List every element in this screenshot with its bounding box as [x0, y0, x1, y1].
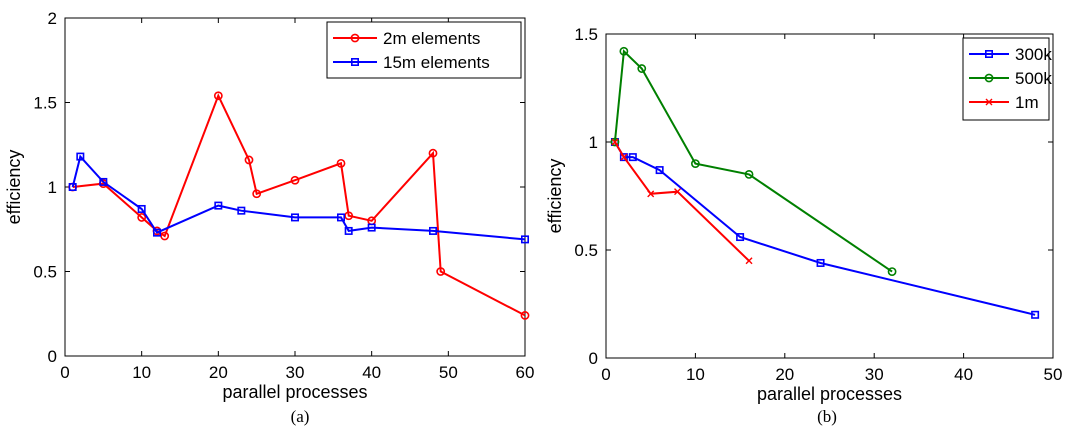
data-point	[620, 153, 628, 161]
legend-marker	[984, 73, 994, 83]
y-tick-label: 1.5	[574, 25, 598, 44]
data-point	[520, 235, 529, 244]
y-tick-label: 0.5	[33, 263, 57, 282]
data-point	[887, 267, 897, 276]
data-point	[137, 213, 147, 222]
data-point	[816, 258, 825, 267]
data-point	[344, 211, 354, 221]
data-point	[213, 91, 223, 101]
x-tick-label: 30	[865, 365, 884, 384]
legend-marker	[350, 57, 359, 66]
x-tick-label: 0	[60, 363, 69, 382]
data-point	[674, 188, 682, 196]
legend-label: 300k	[1015, 45, 1052, 64]
data-point	[1031, 310, 1040, 319]
data-point	[619, 153, 628, 162]
data-point	[336, 213, 345, 222]
chart-a: 0 10 20 30 40 50 60 0 0.5 1 1.5 2 parallel processes…	[4, 9, 534, 426]
data-point	[68, 183, 77, 192]
data-point	[290, 213, 299, 222]
legend-marker	[984, 49, 993, 58]
data-point	[619, 46, 629, 56]
x-tick-label: 10	[132, 363, 151, 382]
series-line-500k	[613, 49, 893, 273]
x-tick-label: 40	[362, 363, 381, 382]
y-axis-label: efficiency	[545, 159, 565, 234]
y-tick-label: 1	[589, 133, 598, 152]
x-tick-label: 50	[439, 363, 458, 382]
data-point	[76, 152, 85, 161]
data-point	[628, 153, 637, 162]
legend-label: 500k	[1015, 69, 1052, 88]
data-point	[428, 148, 438, 158]
y-tick-label: 1.5	[33, 94, 57, 113]
series-line-15m-elements	[71, 154, 526, 241]
data-point	[610, 137, 620, 147]
x-tick-label: 20	[775, 365, 794, 384]
x-tick-label: 20	[209, 363, 228, 382]
data-point	[336, 158, 346, 168]
data-point	[428, 226, 437, 235]
legend-label: 2m elements	[383, 29, 480, 48]
x-tick-label: 0	[601, 365, 610, 384]
data-point	[344, 226, 353, 235]
data-point	[237, 206, 246, 215]
data-point	[647, 190, 655, 198]
x-tick-label: 50	[1044, 365, 1063, 384]
data-point	[214, 201, 223, 210]
legend-marker	[350, 33, 360, 43]
legend-label: 1m	[1015, 93, 1039, 112]
x-tick-label: 40	[954, 365, 973, 384]
data-point	[611, 138, 619, 146]
data-point	[252, 189, 262, 199]
data-point	[244, 155, 254, 165]
x-axis-label: parallel processes	[222, 382, 367, 402]
data-point	[637, 64, 647, 73]
legend-box	[326, 21, 522, 79]
y-axis-label: efficiency	[4, 150, 24, 225]
chart-b: 0 10 20 30 40 50 0 0.5 1 1.5 parallel processes eff…	[545, 25, 1062, 426]
y-tick-label: 0.5	[574, 241, 598, 260]
figure-caption: (a)	[291, 407, 310, 426]
series-line-2m-elements	[72, 93, 526, 317]
y-tick-label: 1	[48, 178, 57, 197]
data-point	[367, 223, 376, 232]
data-point	[655, 166, 664, 175]
data-point	[744, 169, 754, 179]
data-point	[290, 175, 300, 185]
x-tick-label: 30	[286, 363, 305, 382]
data-point	[736, 233, 745, 242]
data-point	[137, 204, 146, 213]
data-point	[153, 228, 162, 237]
x-tick-label: 10	[686, 365, 705, 384]
data-point	[436, 267, 446, 276]
data-point	[160, 231, 170, 241]
data-point	[745, 257, 753, 265]
x-tick-label: 60	[516, 363, 535, 382]
x-axis-label: parallel processes	[757, 384, 902, 404]
figure-caption: (b)	[817, 407, 837, 426]
data-point	[520, 311, 530, 320]
y-tick-label: 0	[589, 349, 598, 368]
data-point	[691, 159, 700, 168]
legend-label: 15m elements	[383, 53, 490, 72]
y-tick-label: 0	[48, 347, 57, 366]
y-tick-label: 2	[48, 9, 57, 28]
data-point	[99, 177, 108, 186]
legend-marker	[985, 98, 993, 106]
